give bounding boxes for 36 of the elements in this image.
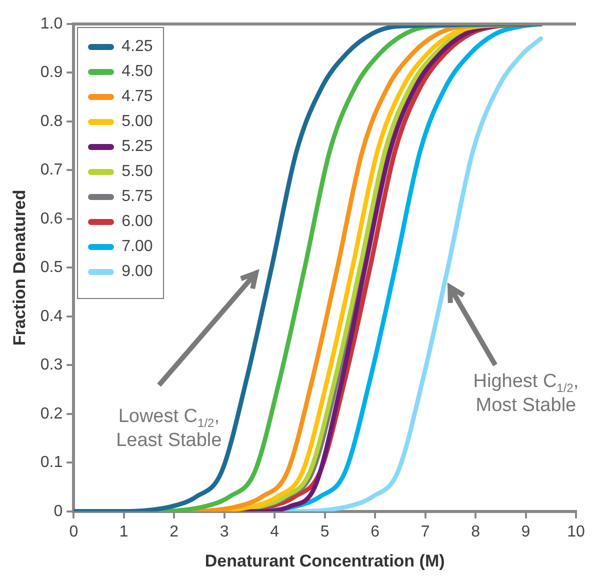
legend-label: 9.00 (122, 262, 153, 280)
legend-label: 4.25 (122, 38, 153, 56)
y-tick-label: 0.4 (40, 308, 63, 325)
x-tick-label: 10 (567, 523, 585, 540)
x-axis-title: Denaturant Concentration (M) (204, 551, 445, 570)
y-tick-label: 0.8 (40, 112, 63, 130)
y-tick-label: 0.6 (40, 210, 63, 228)
x-tick-label: 5 (320, 523, 330, 540)
x-tick-label: 4 (270, 523, 280, 540)
x-tick-label: 9 (521, 523, 530, 540)
y-tick-label: 0.1 (40, 454, 63, 472)
y-tick-label: 0.9 (40, 64, 63, 82)
y-tick-label: 0.2 (40, 405, 63, 422)
annotation: Lowest C$_{1/2}$, Least Stable (116, 404, 222, 453)
x-tick-label: 6 (370, 523, 380, 540)
legend-label: 4.75 (122, 88, 153, 106)
y-tick-label: 0.7 (40, 162, 63, 179)
legend-label: 5.00 (122, 112, 153, 130)
y-axis-title: Fraction Denatured (10, 190, 29, 346)
y-tick-label: 0.5 (40, 259, 63, 276)
legend-label: 6.00 (122, 212, 153, 230)
y-tick-label: 1.0 (40, 15, 63, 32)
x-tick-label: 0 (69, 523, 78, 540)
annotation: Highest C$_{1/2}$, Most Stable (473, 370, 579, 418)
x-tick-label: 7 (420, 523, 430, 540)
x-tick-label: 2 (170, 523, 179, 540)
x-tick-label: 3 (220, 523, 229, 540)
x-tick-label: 8 (471, 523, 480, 540)
y-tick-label: 0 (54, 502, 63, 520)
legend-label: 5.50 (122, 162, 153, 180)
legend-label: 5.75 (122, 188, 153, 206)
x-tick-label: 1 (119, 523, 128, 540)
legend-label: 4.50 (122, 62, 153, 80)
legend-label: 5.25 (122, 138, 153, 156)
legend-label: 7.00 (122, 238, 153, 256)
y-tick-label: 0.3 (40, 356, 63, 374)
